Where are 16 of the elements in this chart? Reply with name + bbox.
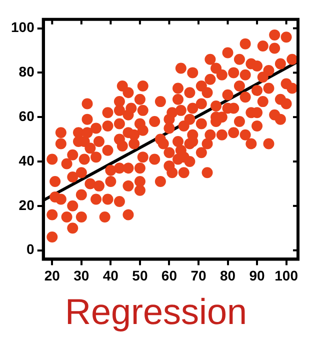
x-tick-label: 20 xyxy=(44,267,60,284)
x-tick-label: 30 xyxy=(74,267,90,284)
y-tick-label: 80 xyxy=(18,64,35,80)
y-tick-label: 20 xyxy=(18,196,35,213)
y-tick-label: 100 xyxy=(11,19,35,36)
x-tick-label: 80 xyxy=(220,267,236,284)
x-tick-label: 40 xyxy=(102,267,119,284)
y-tick-label: 60 xyxy=(18,108,35,124)
x-tick-label: 100 xyxy=(274,267,298,284)
x-tick-label: 90 xyxy=(249,267,266,284)
y-tick-label: 40 xyxy=(18,152,35,168)
x-tick-label: 70 xyxy=(190,267,206,284)
text: Regression xyxy=(64,290,248,334)
x-tick-label: 50 xyxy=(132,267,148,284)
x-tick-label: 60 xyxy=(161,267,178,284)
y-tick-label: 0 xyxy=(26,241,35,258)
